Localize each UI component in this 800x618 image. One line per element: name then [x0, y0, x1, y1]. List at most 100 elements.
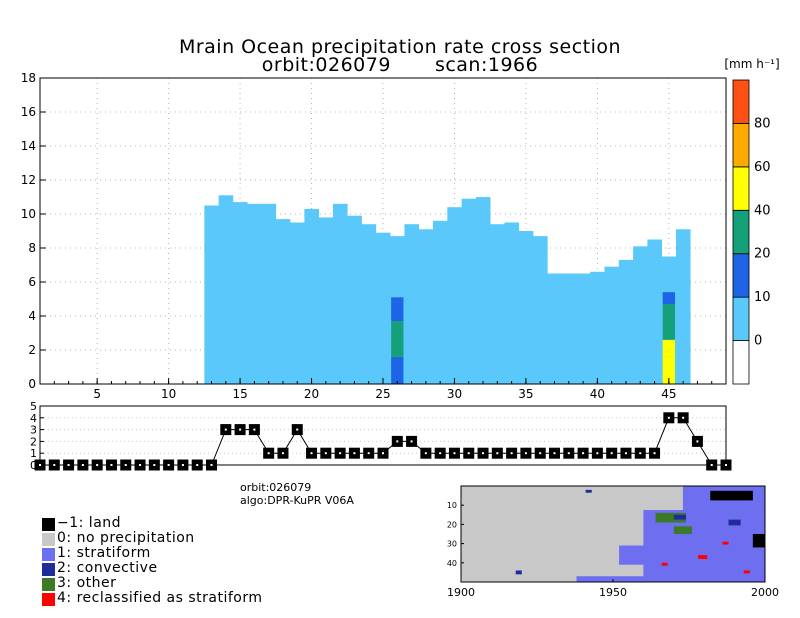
legend-label: 3: other — [57, 575, 117, 591]
type-marker-dot — [81, 464, 84, 466]
type-marker-dot — [496, 452, 499, 455]
strip-y-label: 2 — [30, 435, 37, 448]
rain-column — [218, 195, 234, 384]
rain-column — [318, 217, 334, 384]
rain-column — [647, 239, 662, 384]
colorbar-tick-label: 10 — [754, 290, 771, 305]
intense-segment — [662, 356, 675, 384]
map-cell — [661, 562, 668, 566]
map-x-label: 2000 — [751, 586, 779, 599]
x-tick-label: 40 — [590, 387, 605, 401]
legend-label: 1: stratiform — [57, 545, 151, 561]
intense-segment — [662, 292, 675, 305]
y-tick-label: 14 — [21, 139, 36, 153]
colorbar-segment — [732, 123, 750, 168]
type-marker-dot — [296, 428, 299, 431]
rain-column — [518, 231, 534, 384]
intense-segment — [391, 297, 404, 303]
rain-column — [475, 197, 491, 384]
map-y-label: 10 — [447, 501, 457, 510]
colorbar-tick-label: 80 — [754, 116, 771, 131]
type-marker-dot — [353, 452, 356, 455]
rain-column — [561, 273, 577, 384]
rain-column — [604, 266, 620, 384]
colorbar-segment — [732, 209, 750, 255]
rain-column — [633, 246, 648, 384]
rain-column — [290, 222, 305, 384]
type-marker-dot — [196, 464, 199, 466]
strip-frame — [39, 405, 727, 466]
y-tick-label: 8 — [28, 241, 36, 255]
type-marker-dot — [124, 464, 127, 466]
legend-swatch — [42, 593, 55, 606]
type-marker-dot — [725, 464, 727, 466]
type-marker-dot — [167, 464, 170, 466]
map-cell — [698, 555, 708, 559]
type-marker-dot — [53, 464, 56, 466]
type-marker-dot — [439, 452, 442, 455]
rain-column — [261, 203, 277, 384]
type-marker-dot — [539, 452, 542, 455]
type-marker-dot — [210, 464, 213, 466]
map-y-label: 20 — [447, 520, 457, 529]
rain-column — [618, 259, 634, 384]
type-marker-dot — [482, 452, 485, 455]
rain-column — [461, 198, 477, 384]
type-marker-dot — [367, 452, 370, 455]
rain-column — [275, 219, 291, 384]
type-marker-dot — [453, 452, 456, 455]
type-marker-dot — [181, 464, 184, 466]
colorbar-segment — [732, 340, 750, 385]
colorbar-tick-label: 40 — [754, 203, 771, 218]
legend-swatch — [42, 578, 55, 591]
type-marker-dot — [467, 452, 470, 455]
map-cell — [722, 541, 729, 545]
y-tick-label: 10 — [21, 207, 36, 221]
legend-label: 2: convective — [57, 560, 158, 576]
strip-y-label: 1 — [30, 447, 37, 460]
type-marker-dot — [67, 464, 70, 466]
type-marker-dot — [567, 452, 570, 455]
map-cell — [619, 545, 765, 565]
type-marker-dot — [153, 464, 156, 466]
type-marker-dot — [424, 452, 427, 455]
map-x-label: 1900 — [447, 586, 475, 599]
y-tick-label: 2 — [28, 343, 36, 357]
type-marker-dot — [396, 440, 399, 443]
subtitle-orbit: orbit:026079 — [261, 54, 391, 76]
type-marker-dot — [382, 452, 384, 455]
type-marker-dot — [224, 428, 227, 431]
type-marker-dot — [39, 464, 41, 466]
map-cell — [655, 512, 686, 523]
y-tick-label: 0 — [28, 377, 36, 391]
rain-column — [247, 203, 262, 384]
intense-segment — [391, 302, 404, 322]
legend-label: 4: reclassified as stratiform — [57, 590, 263, 606]
colorbar-tick-label: 0 — [754, 334, 762, 349]
type-marker-dot — [410, 440, 413, 443]
map-x-label: 1950 — [599, 586, 627, 599]
type-marker-dot — [239, 428, 242, 431]
type-marker-dot — [696, 440, 699, 443]
chart-subtitle: orbit:026079 scan:1966 — [0, 54, 800, 76]
type-marker-dot — [324, 452, 327, 455]
type-marker-dot — [310, 452, 313, 455]
x-tick-label: 45 — [661, 387, 676, 401]
rain-column — [375, 232, 391, 384]
rain-column — [447, 207, 462, 384]
colorbar-segment — [732, 166, 750, 211]
colorbar-segment — [732, 253, 750, 298]
legend-swatch — [42, 548, 55, 561]
chart-title: Mrain Ocean precipitation rate cross sec… — [178, 36, 622, 58]
y-tick-label: 18 — [21, 71, 36, 85]
rain-column — [361, 224, 377, 384]
strip-y-label: 5 — [30, 400, 37, 413]
legend-swatch — [42, 518, 55, 531]
type-marker-dot — [610, 452, 613, 455]
x-tick-label: 5 — [93, 387, 101, 401]
map-y-label: 30 — [447, 540, 457, 549]
y-tick-label: 6 — [28, 275, 36, 289]
rain-column — [433, 220, 448, 384]
